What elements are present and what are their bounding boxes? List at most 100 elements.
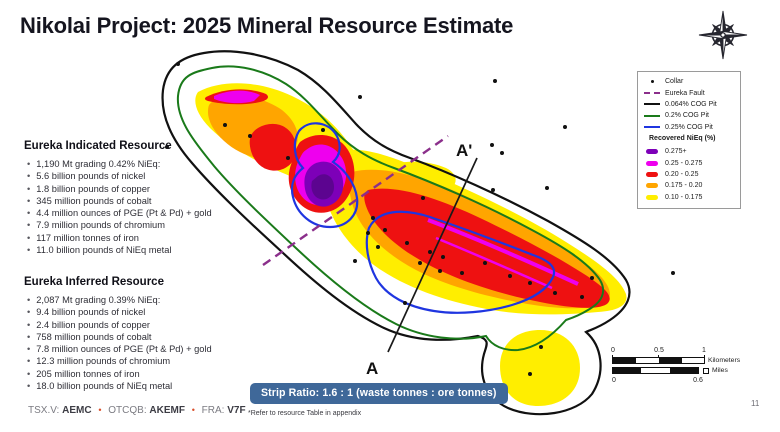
resource-bullet: • 5.6 billion pounds of nickel: [27, 170, 266, 182]
legend-row-grade-010-0175: 0.10 - 0.175: [643, 192, 736, 203]
collar-dots: [165, 62, 675, 376]
cog-pit-025-outlines: [290, 122, 556, 314]
indicated-heading: Eureka Indicated Resource: [24, 140, 172, 152]
bullet-icon: •: [27, 368, 31, 379]
resource-bullet: • 18.0 billion pounds of NiEq metal: [27, 380, 266, 392]
legend-row-grade-0175-020: 0.175 - 0.20: [643, 180, 736, 191]
legend-row-pit-0064: 0.064% COG Pit: [643, 99, 736, 110]
bullet-icon: •: [27, 307, 31, 318]
pit-line-swatch: [644, 114, 660, 117]
resource-bullet: • 117 million tonnes of iron: [27, 232, 266, 244]
grade-swatch: [646, 171, 658, 177]
pit-line-swatch: [644, 126, 660, 129]
indicated-resource-block: Eureka Indicated Resource • 1,190 Mt gra…: [24, 140, 266, 256]
grade-purple-zones: [304, 161, 344, 207]
exchange-label: OTCQB:: [108, 405, 147, 416]
legend-row-fault: Eureka Fault: [643, 87, 736, 98]
legend-row-grade-020-025: 0.20 - 0.25: [643, 169, 736, 180]
resource-bullet-text: 18.0 billion pounds of NiEq metal: [36, 380, 173, 391]
grade-swatch: [646, 183, 658, 189]
scale-bar-km-ticks: 0 0.5 1: [611, 347, 706, 358]
resource-bullet-text: 2,087 Mt grading 0.39% NiEq:: [36, 295, 161, 305]
scale-bar-miles: Miles: [612, 367, 777, 374]
section-label-a-prime: A': [456, 141, 472, 160]
ticker-symbol: AEMC: [62, 405, 92, 416]
resource-bullet-text: 117 million tonnes of iron: [36, 232, 139, 243]
indicated-list: • 1,190 Mt grading 0.42% NiEq: • 5.6 bil…: [24, 158, 266, 256]
fault-line-swatch: [644, 92, 660, 95]
resource-bullet-text: 205 million tonnes of iron: [36, 368, 140, 379]
miles-end-box: [703, 367, 709, 374]
cog-pit-0064-outline: [161, 50, 631, 416]
scale-bar-miles-ticks: 0 0.6: [612, 377, 703, 384]
legend-row-grade-0275plus: 0.275+: [643, 146, 736, 157]
strip-ratio-badge: Strip Ratio: 1.6 : 1 (waste tonnes : ore…: [250, 383, 508, 404]
bullet-icon: •: [27, 331, 31, 342]
resource-bullet-text: 758 million pounds of cobalt: [36, 331, 152, 342]
legend-row-collar: Collar: [643, 76, 736, 87]
bullet-icon: •: [27, 244, 31, 255]
separator-dot-icon: •: [191, 405, 195, 415]
resource-bullet: • 7.8 million ounces of PGE (Pt & Pd) + …: [27, 343, 266, 355]
ticker-footer: TSX.V: AEMC • OTCQB: AKEMF • FRA: V7F: [28, 405, 246, 416]
resource-bullet: • 4.4 million ounces of PGE (Pt & Pd) + …: [27, 207, 266, 219]
bullet-icon: •: [27, 195, 31, 206]
resource-bullet: • 7.9 million pounds of chromium: [27, 219, 266, 231]
resource-bullet: • 2.4 billion pounds of copper: [27, 319, 266, 331]
legend-row-pit-02: 0.2% COG Pit: [643, 110, 736, 121]
resource-bullet: • 345 million pounds of cobalt: [27, 195, 266, 207]
legend-row-grade-025-0275: 0.25 - 0.275: [643, 157, 736, 168]
bullet-icon: •: [27, 380, 31, 391]
compass-rose-icon: [698, 10, 748, 60]
resource-bullet-text: 7.9 million pounds of chromium: [36, 220, 165, 231]
collar-dot-icon: [650, 80, 654, 84]
bullet-icon: •: [27, 356, 31, 367]
map-legend: Collar Eureka Fault 0.064% COG Pit 0.2% …: [637, 71, 741, 209]
exchange-label: FRA:: [201, 405, 225, 416]
resource-bullet-text: 1,190 Mt grading 0.42% NiEq:: [36, 159, 161, 169]
page-title: Nikolai Project: 2025 Mineral Resource E…: [20, 13, 514, 38]
cog-pit-02-outline: [176, 65, 605, 352]
bullet-icon: •: [27, 319, 31, 330]
resource-bullet-text: 12.3 million pounds of chromium: [36, 356, 171, 367]
resource-bullet-text: 2.4 billion pounds of copper: [36, 319, 150, 330]
resource-bullet: • 1.8 billion pounds of copper: [27, 183, 266, 195]
bullet-icon: •: [27, 208, 31, 218]
inferred-heading: Eureka Inferred Resource: [24, 276, 164, 288]
bullet-icon: •: [27, 159, 31, 169]
grade-swatch: [646, 149, 658, 155]
resource-bullet-text: 7.8 million ounces of PGE (Pt & Pd) + go…: [36, 344, 212, 354]
separator-dot-icon: •: [98, 405, 102, 415]
footnote: *Refer to resource Table in appendix: [248, 410, 362, 417]
section-label-a: A: [366, 359, 378, 378]
resource-bullet-text: 345 million pounds of cobalt: [36, 195, 152, 206]
resource-bullet-text: 9.4 billion pounds of nickel: [36, 307, 146, 318]
resource-bullet-text: 5.6 billion pounds of nickel: [36, 171, 146, 182]
resource-bullet: • 1,190 Mt grading 0.42% NiEq:: [27, 158, 266, 170]
resource-bullet-text: 11.0 billion pounds of NiEq metal: [36, 244, 172, 255]
bullet-icon: •: [27, 344, 31, 354]
bullet-icon: •: [27, 220, 31, 231]
bullet-icon: •: [27, 183, 31, 194]
resource-bullet: • 758 million pounds of cobalt: [27, 331, 266, 343]
legend-row-pit-025: 0.25% COG Pit: [643, 122, 736, 133]
resource-bullet: • 11.0 billion pounds of NiEq metal: [27, 244, 266, 256]
resource-bullet: • 2,087 Mt grading 0.39% NiEq:: [27, 294, 266, 306]
resource-bullet: • 205 million tonnes of iron: [27, 368, 266, 380]
resource-bullet-text: 4.4 million ounces of PGE (Pt & Pd) + go…: [36, 208, 212, 218]
scale-bar-kilometers: Kilometers: [612, 357, 777, 364]
inferred-list: • 2,087 Mt grading 0.39% NiEq: • 9.4 bil…: [24, 294, 266, 392]
exchange-label: TSX.V:: [28, 405, 60, 416]
grade-swatch: [646, 160, 658, 166]
section-line: [387, 157, 478, 353]
legend-recovered-title: Recovered NiEq (%): [649, 134, 716, 142]
bullet-icon: •: [27, 232, 31, 243]
pit-line-swatch: [644, 103, 660, 106]
ticker-symbol: V7F: [227, 405, 246, 416]
bullet-icon: •: [27, 171, 31, 182]
bullet-icon: •: [27, 295, 31, 305]
scale-bar: 0 0.5 1 Kilometers Miles 0 0.6: [611, 347, 777, 386]
resource-bullet: • 9.4 billion pounds of nickel: [27, 306, 266, 318]
